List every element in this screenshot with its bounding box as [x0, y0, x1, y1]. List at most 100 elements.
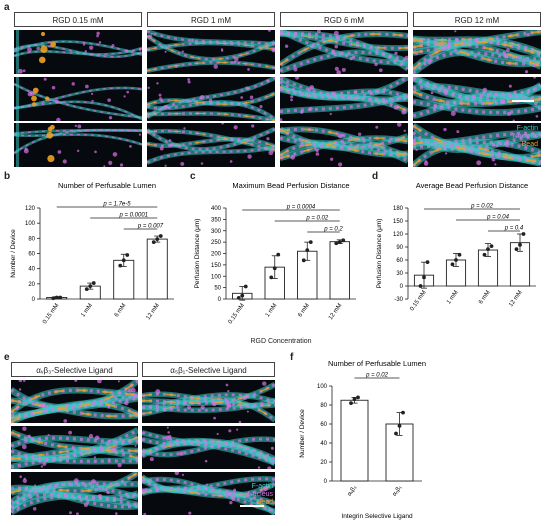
chart-d-ytick-label-7: 180	[393, 206, 404, 212]
legend-factin: F-actin	[516, 125, 538, 132]
chart-b-bar-3	[146, 238, 168, 300]
chart-d-point-2-1	[486, 247, 490, 252]
chart-b-xtick-label-1: 1 mM	[80, 303, 94, 319]
chart-b-point-2-0	[118, 263, 123, 268]
chart-c: Maximum Bead Perfusion Distance 0 50 100 150…	[194, 181, 356, 325]
micrograph-e-r2-c1	[11, 426, 138, 469]
chart-b-ylabel: Number / Device	[10, 229, 17, 278]
chart-c-ytick-label-8: 400	[211, 206, 222, 212]
chart-f-ytick-label-4: 80	[320, 403, 327, 409]
micrograph-e-r3-c2	[142, 472, 275, 515]
chart-b-point-2-1	[121, 258, 126, 263]
chart-c-point-2-1	[305, 248, 310, 252]
panel-letter-c: c	[190, 171, 196, 182]
chart-c-xtick-label-1: 1 mM	[265, 303, 279, 319]
chart-c-ytick-label-5: 250	[211, 240, 222, 246]
chart-c-point-0-1	[240, 293, 245, 298]
chart-f-ytick-label-0: 0	[324, 479, 328, 485]
chart-f-xtick-label-1: α₅β₁	[392, 485, 403, 498]
chart-d-xtick-label-2: 6 mM	[478, 290, 492, 306]
micrograph-a-r2-c3	[280, 77, 408, 121]
chart-b-point-3-0	[151, 240, 156, 245]
chart-d-ylabel: Perfusion Distance (μm)	[376, 219, 383, 289]
micrograph-e-r3-c1	[11, 472, 138, 515]
chart-b-point-0-2	[58, 295, 63, 300]
chart-f-ylabel: Number / Device	[299, 409, 306, 458]
chart-b-ytick-label-0: 0	[32, 297, 36, 303]
chart-b-pvalue-2: p = 0.007	[137, 224, 164, 230]
chart-c-point-0-0	[236, 295, 241, 300]
chart-b-point-1-2	[91, 281, 96, 285]
micrograph-a-r3-c2	[147, 123, 275, 167]
chart-b-point-1-0	[84, 287, 89, 292]
chart-b-ytick-label-5: 100	[25, 221, 36, 227]
chart-b-point-3-1	[155, 237, 160, 241]
chart-b-point-2-2	[125, 253, 130, 257]
micrograph-a-r2-c4	[413, 77, 541, 121]
panel-letter-f: f	[290, 352, 294, 363]
chart-b-point-1-1	[88, 284, 93, 289]
chart-f-point-1-1	[397, 424, 402, 428]
chart-b-ytick-label-2: 40	[28, 267, 35, 273]
micrograph-a-r3-c1	[14, 123, 142, 167]
chart-c-ytick-label-0: 0	[218, 297, 222, 303]
chart-f-xlabel: Integrin Selective Ligand	[341, 513, 413, 520]
chart-c-ytick-label-7: 350	[211, 217, 222, 223]
legend-bead: Bead	[521, 141, 538, 148]
chart-f-ytick-label-3: 60	[320, 422, 327, 428]
chart-c-point-1-0	[269, 275, 274, 280]
chart-d-pvalue-1: p = 0.04	[486, 215, 510, 221]
chart-c-ytick-label-6: 300	[211, 229, 222, 235]
chart-c-xtick-label-3: 12 mM	[328, 303, 343, 321]
chart-f-point-1-0	[394, 431, 398, 436]
chart-c-point-2-2	[308, 240, 313, 245]
micrograph-e-r1-c2	[142, 380, 275, 423]
chart-b-pvalue-0: p = 1.7e-5	[102, 202, 131, 208]
chart-b-point-0-1	[54, 295, 59, 300]
chart-c-pvalue-2: p = 0.2	[323, 227, 343, 233]
chart-b-ytick-label-3: 60	[28, 252, 35, 258]
chart-f-title: Number of Perfusable Lumen	[328, 359, 426, 368]
panel-e-legend: F-actin Nucleus Bead	[215, 483, 273, 507]
chart-d-point-3-2	[521, 232, 526, 236]
chart-d-pvalue-2: p = 0.4	[504, 226, 524, 232]
chart-d-point-0-0	[418, 284, 423, 288]
chart-c-pvalue-1: p = 0.02	[305, 216, 329, 222]
panel-a-header-rgd-12: RGD 12 mM	[413, 12, 541, 27]
chart-d-pvalue-0: p = 0.02	[470, 204, 494, 210]
chart-d-ytick-label-4: 90	[396, 245, 403, 251]
micrograph-a-r1-c3	[280, 30, 408, 74]
chart-d: Average Bead Perfusion Distance -30 0 30 60 9…	[376, 181, 536, 312]
panel-letter-e: e	[4, 352, 10, 363]
chart-d-point-2-2	[489, 244, 494, 249]
panel-a-header-rgd-0-15: RGD 0.15 mM	[14, 12, 142, 27]
chart-d-ytick-label-3: 60	[396, 258, 403, 264]
chart-f-pvalue-0: p = 0.02	[365, 373, 389, 379]
micrograph-e-r2-c2	[142, 426, 275, 469]
chart-b: Number of Perfusable Lumen 0 20 40 60 80 100 12…	[10, 181, 174, 325]
chart-f-point-0-1	[352, 397, 357, 402]
chart-d-point-2-0	[482, 252, 487, 257]
chart-c-bar-3	[329, 241, 350, 300]
chart-c-point-1-1	[272, 266, 277, 271]
micrograph-a-r2-c2	[147, 77, 275, 121]
chart-b-pvalue-1: p = 0.0001	[118, 213, 148, 219]
chart-f: Number of Perfusable Lumen 0 20 40 60 80 100 Nu…	[299, 359, 426, 520]
chart-d-ytick-label-0: -30	[394, 297, 403, 303]
chart-b-point-3-2	[158, 234, 163, 238]
chart-d-ytick-label-5: 120	[393, 232, 404, 238]
micrograph-a-r1-c2	[147, 30, 275, 74]
micrograph-a-r1-c4	[413, 30, 541, 74]
chart-d-point-3-0	[514, 247, 519, 252]
chart-f-xtick-label-0: αᵥβ₃	[347, 484, 359, 497]
micrograph-a-r1-c1	[14, 30, 142, 74]
chart-d-point-1-1	[454, 258, 458, 262]
legend-nucleus: Nucleus	[512, 133, 538, 140]
micrograph-a-r2-c1	[14, 77, 142, 121]
chart-d-point-1-0	[450, 262, 455, 267]
chart-f-point-1-2	[401, 410, 405, 415]
panel-a-scale-bar	[512, 100, 534, 102]
panel-e-header-avb3: αᵥβ₃-Selective Ligand	[11, 362, 138, 377]
chart-c-ylabel: Perfusion Distance (μm)	[194, 219, 201, 289]
chart-b-xtick-label-2: 6 mM	[114, 303, 128, 319]
